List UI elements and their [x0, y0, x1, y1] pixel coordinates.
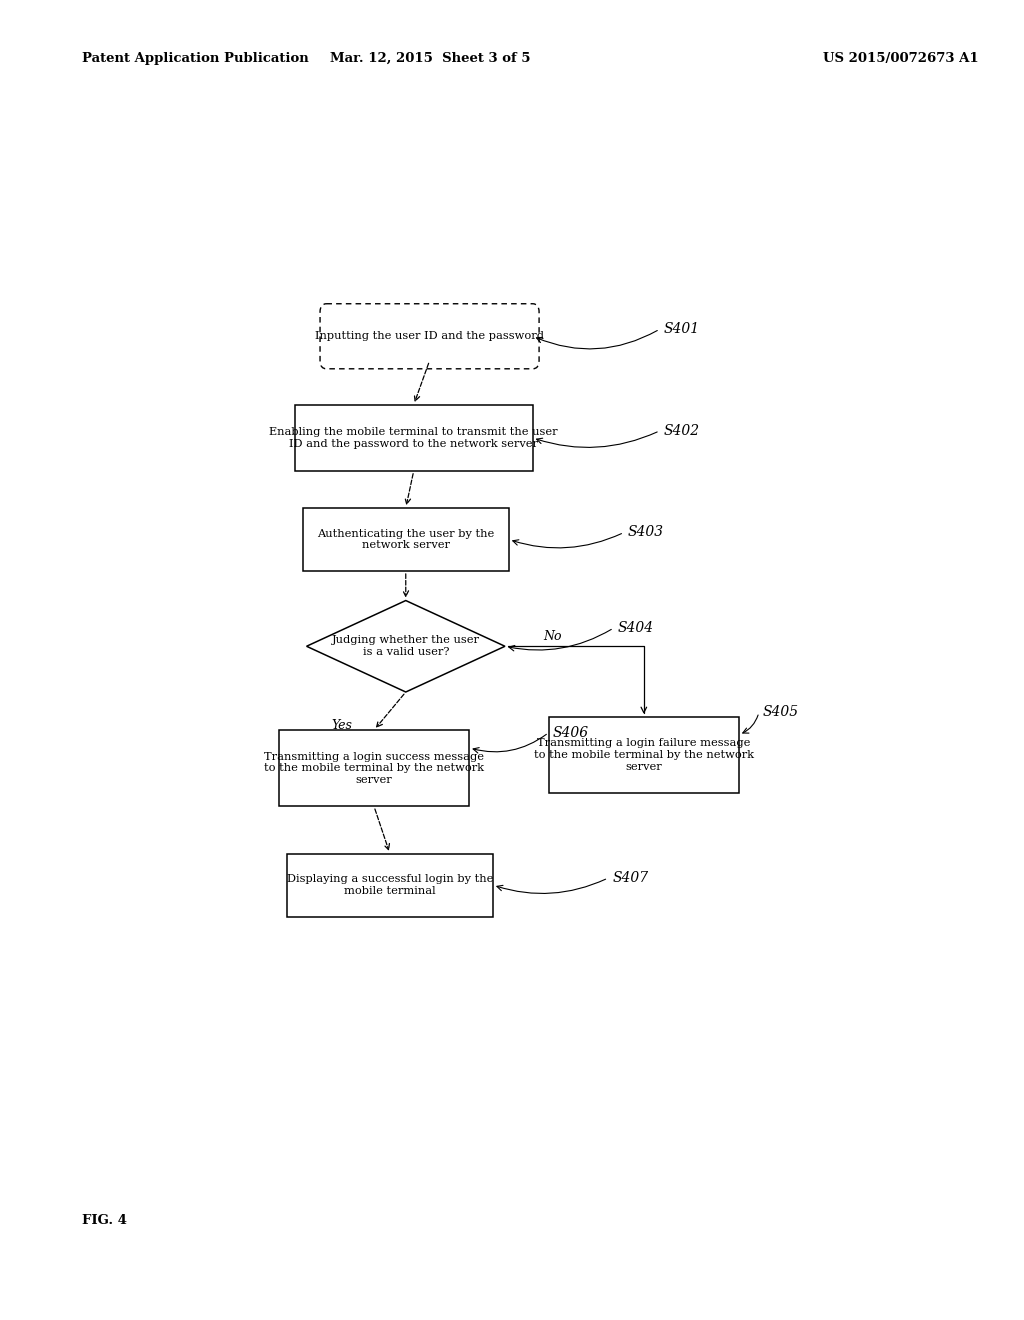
- Bar: [303, 508, 509, 572]
- Text: S403: S403: [628, 525, 665, 540]
- Text: US 2015/0072673 A1: US 2015/0072673 A1: [823, 51, 979, 65]
- Text: FIG. 4: FIG. 4: [82, 1214, 127, 1228]
- Text: No: No: [544, 630, 562, 643]
- Text: S405: S405: [763, 705, 799, 719]
- Bar: [295, 405, 532, 471]
- Text: S404: S404: [617, 620, 653, 635]
- Text: Yes: Yes: [332, 719, 352, 733]
- Text: Transmitting a login failure message
to the mobile terminal by the network
serve: Transmitting a login failure message to …: [534, 738, 754, 772]
- Bar: [287, 854, 494, 916]
- Text: Transmitting a login success message
to the mobile terminal by the network
serve: Transmitting a login success message to …: [264, 751, 484, 785]
- Text: Judging whether the user
is a valid user?: Judging whether the user is a valid user…: [332, 635, 480, 657]
- Text: Inputting the user ID and the password: Inputting the user ID and the password: [315, 331, 544, 342]
- Text: Patent Application Publication: Patent Application Publication: [82, 51, 308, 65]
- Text: S402: S402: [664, 424, 699, 438]
- Text: S406: S406: [553, 726, 589, 739]
- FancyBboxPatch shape: [321, 304, 539, 368]
- Text: Authenticating the user by the
network server: Authenticating the user by the network s…: [317, 529, 495, 550]
- Text: Mar. 12, 2015  Sheet 3 of 5: Mar. 12, 2015 Sheet 3 of 5: [330, 51, 530, 65]
- Text: S401: S401: [664, 322, 699, 337]
- Bar: [549, 717, 739, 793]
- Polygon shape: [306, 601, 505, 692]
- Text: S407: S407: [612, 871, 648, 884]
- Bar: [279, 730, 469, 807]
- Text: Enabling the mobile terminal to transmit the user
ID and the password to the net: Enabling the mobile terminal to transmit…: [269, 428, 558, 449]
- Text: Displaying a successful login by the
mobile terminal: Displaying a successful login by the mob…: [287, 874, 494, 896]
